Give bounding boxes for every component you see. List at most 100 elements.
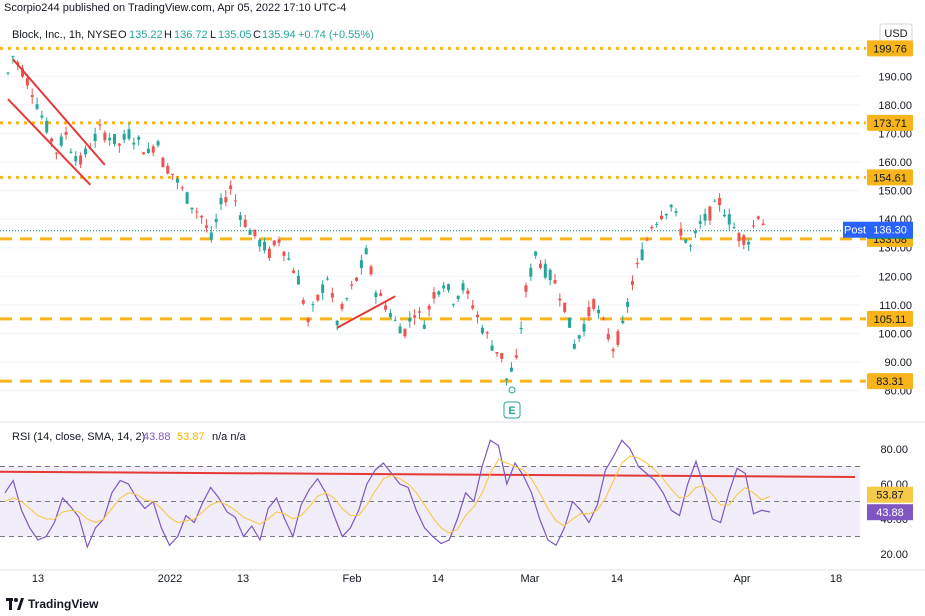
- time-tick-label: Mar: [521, 573, 540, 585]
- candle-body: [471, 305, 475, 309]
- earnings-marker-label: E: [508, 405, 515, 417]
- candle-body: [466, 290, 470, 294]
- candle-body: [69, 151, 73, 153]
- publisher-caption: Scorpio244 published on TradingView.com,…: [4, 2, 347, 14]
- candle-body: [74, 156, 78, 162]
- ohlc-open-label: O: [118, 29, 127, 41]
- horizontal-levels: [0, 46, 866, 383]
- candle-body: [282, 251, 286, 256]
- candle-body: [432, 292, 436, 299]
- candle-body: [330, 293, 334, 298]
- level-tag-label: 173.71: [873, 118, 907, 130]
- rsi-sma-tag-label: 53.87: [876, 490, 904, 502]
- candle-body: [98, 124, 102, 126]
- level-tag-label: 154.61: [873, 172, 907, 184]
- candle-body: [50, 138, 54, 142]
- candle-body: [117, 143, 121, 146]
- candle-body: [340, 303, 344, 310]
- candle-body: [722, 214, 726, 217]
- price-grid: [0, 75, 860, 392]
- candle-body: [408, 318, 412, 322]
- rsi-line: [4, 439, 771, 549]
- candle-body: [679, 228, 683, 236]
- time-tick-label: 13: [32, 573, 44, 585]
- level-tag: [867, 114, 913, 131]
- candle-body: [54, 152, 58, 154]
- candle-body: [664, 213, 668, 216]
- candle-body: [650, 226, 654, 229]
- candle-body: [529, 267, 533, 277]
- candle-body: [505, 378, 509, 380]
- tradingview-footer[interactable]: TradingView: [6, 597, 98, 611]
- candle-body: [597, 309, 601, 314]
- candle-body: [640, 249, 644, 260]
- candle-body: [476, 314, 480, 318]
- price-tick-label: 120.00: [878, 271, 912, 283]
- candle-body: [422, 324, 426, 329]
- time-tick-label: Apr: [733, 573, 750, 585]
- candle-body: [11, 56, 15, 58]
- currency-label: USD: [884, 28, 907, 40]
- candle-body: [514, 355, 518, 358]
- candle-body: [6, 72, 10, 74]
- candle-body: [398, 326, 402, 334]
- rsi-value-tag-label: 43.88: [876, 507, 904, 519]
- price-tick-label: 180.00: [878, 100, 912, 112]
- rsi-legend-value: 43.88: [143, 431, 171, 443]
- candle-body: [461, 283, 465, 291]
- candle-body: [311, 304, 315, 306]
- post-price-tag: [867, 221, 913, 238]
- ohlc-high-value: 136.72: [174, 29, 208, 41]
- candle-body: [200, 215, 204, 218]
- candle-body: [519, 327, 523, 330]
- candle-body: [737, 232, 741, 242]
- candle-body: [572, 343, 576, 349]
- candle-body: [272, 240, 276, 246]
- price-chart[interactable]: Block, Inc., 1h, NYSE O 135.22 H 136.72 …: [0, 0, 925, 596]
- rsi-legend-sma: 53.87: [177, 431, 205, 443]
- price-tick-label: 150.00: [878, 186, 912, 198]
- candle-body: [146, 148, 150, 153]
- candle-body: [630, 281, 634, 285]
- candle-body: [742, 235, 746, 245]
- candle-body: [321, 284, 325, 293]
- rsi-tick-label: 80.00: [880, 444, 908, 456]
- candle-body: [611, 349, 615, 352]
- ohlc-open-value: 135.22: [129, 29, 163, 41]
- candle-body: [698, 221, 702, 224]
- time-tick-label: 13: [237, 573, 249, 585]
- candle-body: [287, 258, 291, 260]
- candle-body: [103, 132, 107, 141]
- ohlc-close-value: 135.94: [262, 29, 296, 41]
- candle-body: [350, 284, 354, 286]
- earnings-marker[interactable]: [503, 401, 521, 419]
- price-tick-label: 160.00: [878, 157, 912, 169]
- candle-body: [108, 137, 112, 141]
- candle-body: [195, 211, 199, 213]
- price-tags: 199.76173.71154.61133.08105.1183.31135.9…: [0, 40, 913, 390]
- price-tick-label: 190.00: [878, 71, 912, 83]
- candle-body: [40, 115, 44, 118]
- symbol-title: Block, Inc., 1h, NYSE: [12, 29, 117, 41]
- candle-body: [59, 136, 63, 146]
- candle-body: [25, 78, 29, 86]
- candle-body: [747, 241, 751, 245]
- price-tick-label: 110.00: [879, 300, 912, 312]
- candle-body: [689, 245, 693, 247]
- level-tag-label: 83.31: [876, 376, 904, 388]
- candle-body: [413, 315, 417, 318]
- candle-body: [132, 142, 136, 145]
- candle-body: [626, 301, 630, 308]
- time-tick-label: 2022: [158, 573, 182, 585]
- candle-body: [369, 266, 373, 275]
- time-tick-label: 18: [830, 573, 842, 585]
- candle-body: [509, 367, 513, 372]
- candle-body: [417, 311, 421, 313]
- candle-body: [495, 352, 499, 354]
- candle-body: [204, 225, 208, 228]
- ohlc-close-label: C: [253, 29, 261, 41]
- candle-body: [364, 248, 368, 255]
- candle-body: [669, 204, 673, 208]
- time-tick-label: 14: [611, 573, 623, 585]
